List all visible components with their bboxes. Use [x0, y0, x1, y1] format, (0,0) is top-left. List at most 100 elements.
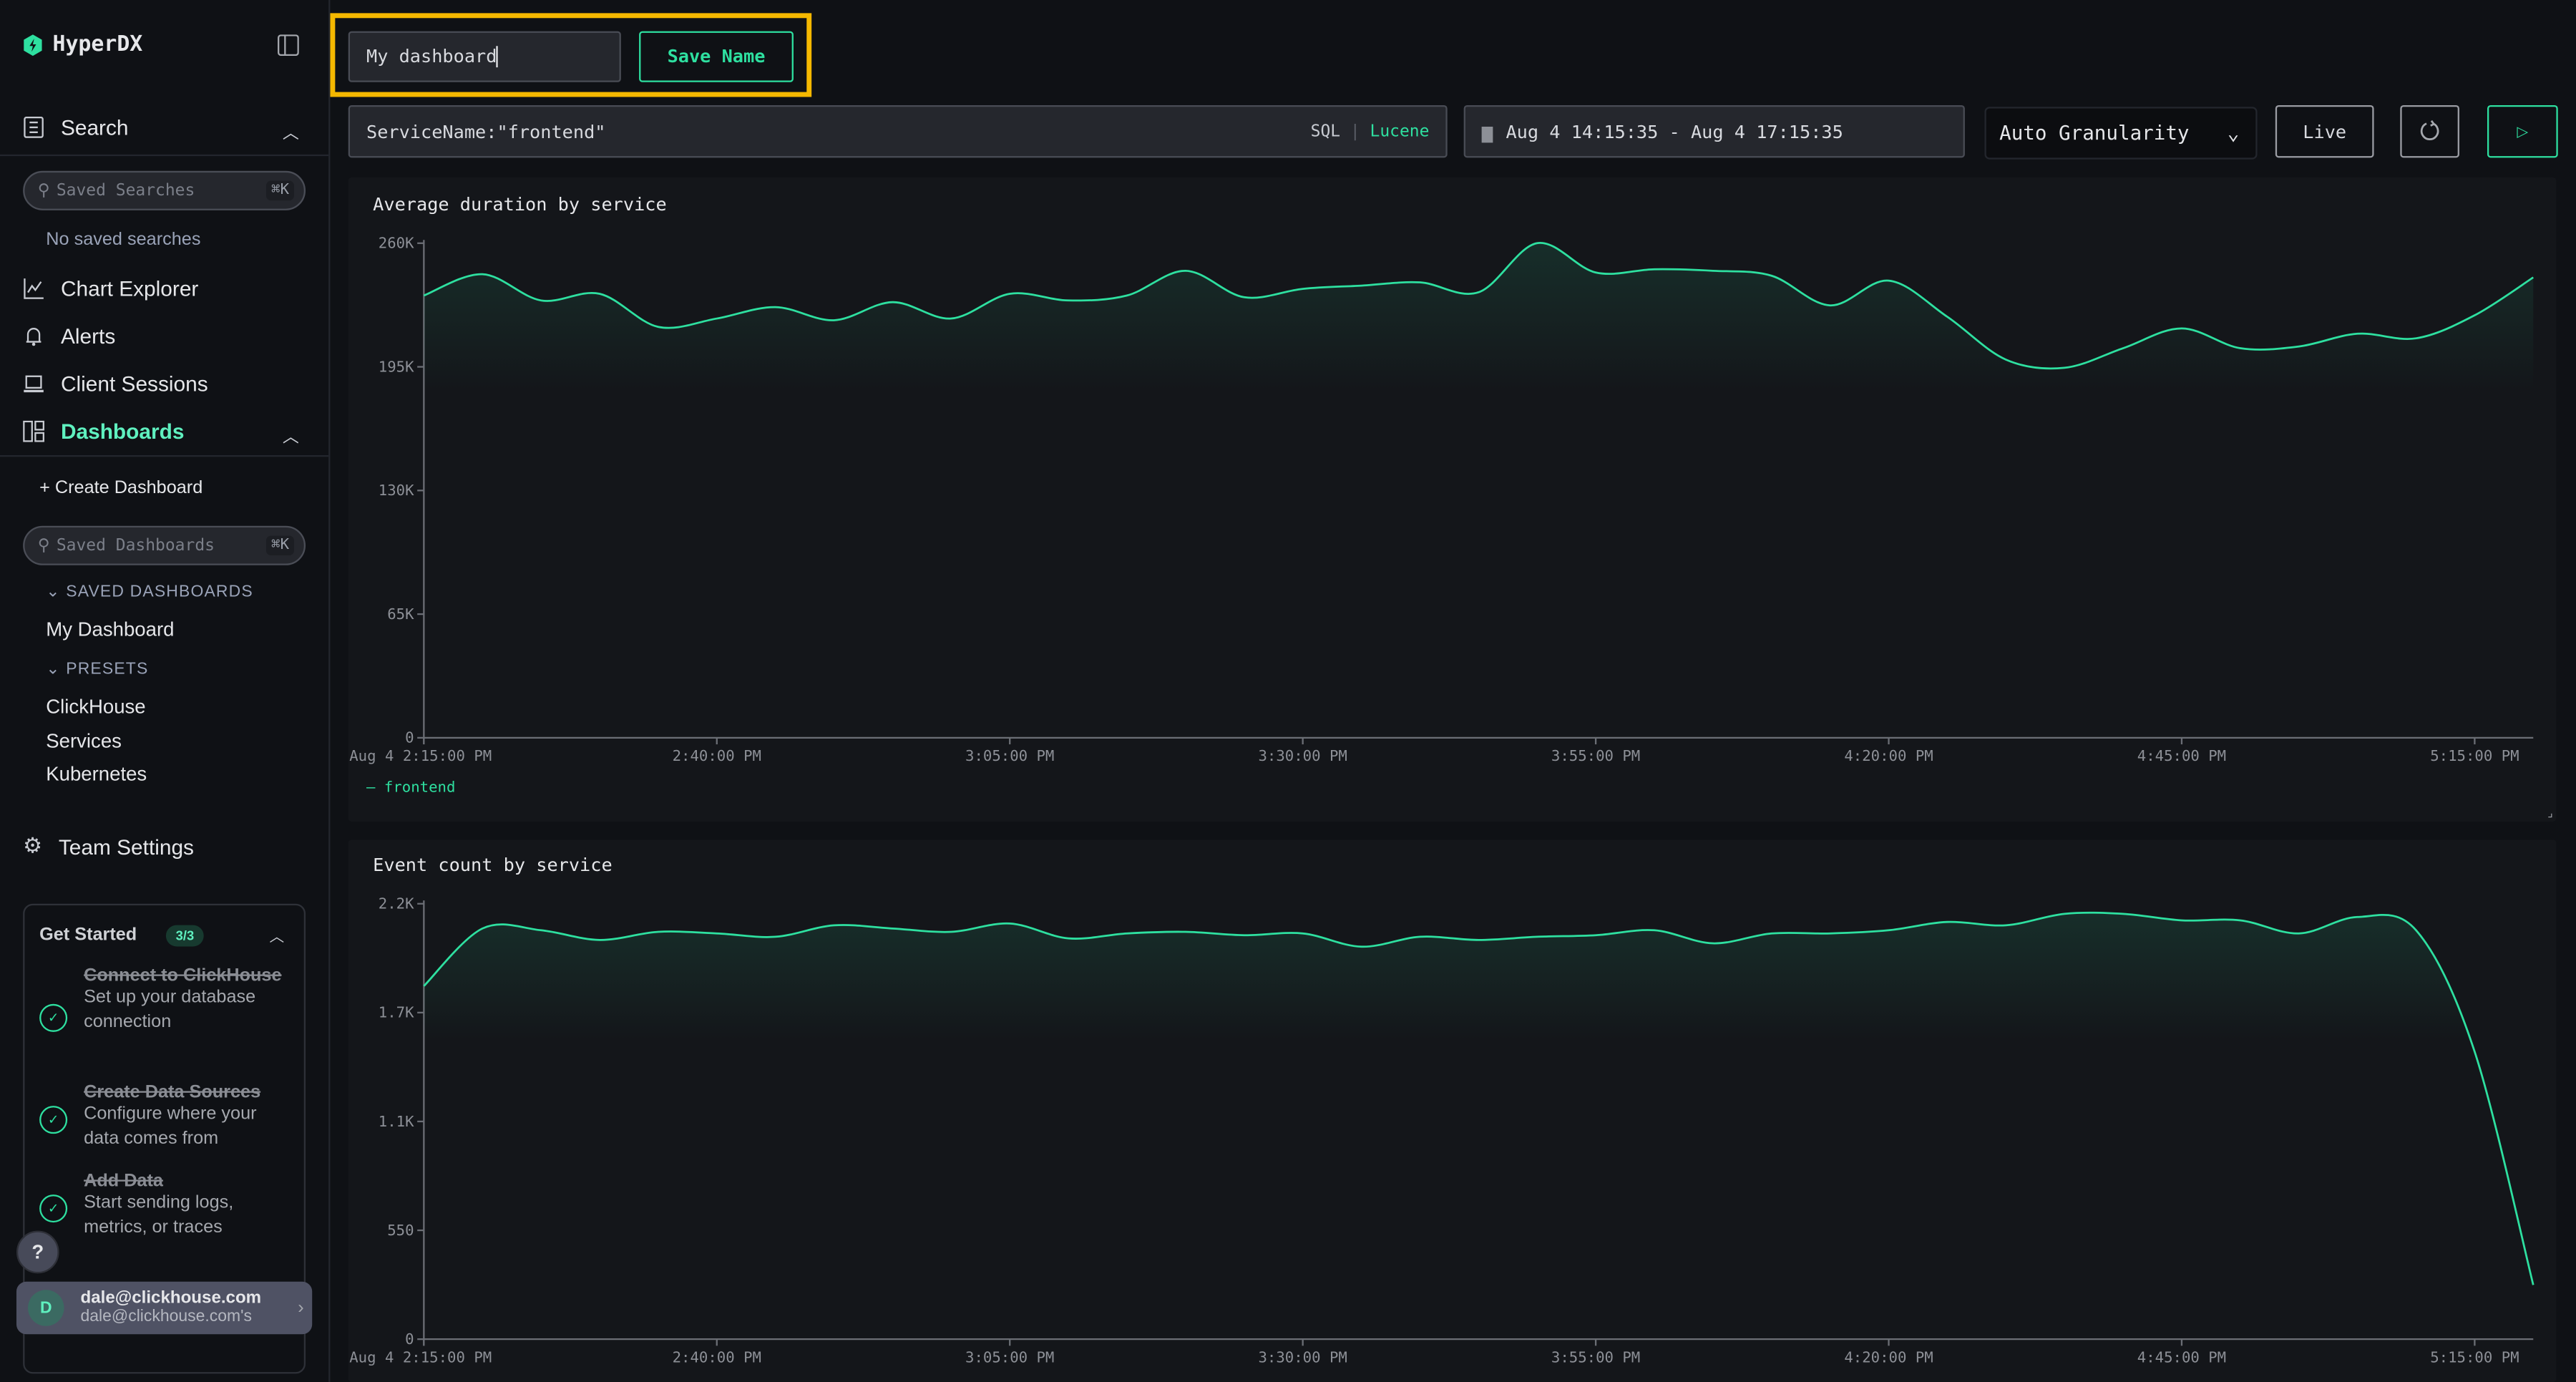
avg-duration-chart[interactable]: 0 65K 130K 195K 260K Aug 4 2:15:00 PM 2:40:00 …	[348, 177, 2557, 822]
text-cursor	[497, 46, 499, 68]
x-tick-label: 3:55:00 PM	[1551, 747, 1640, 764]
check-circle-icon: ✓	[39, 1106, 68, 1134]
progress-badge: 3/3	[165, 925, 204, 947]
sidebar-item-team-settings[interactable]: ⚙ Team Settings	[23, 833, 194, 860]
saved-dashboards-input[interactable]: ⚲ Saved Dashboards ⌘K	[23, 525, 306, 565]
sidebar-item-search[interactable]: Search	[23, 115, 129, 140]
x-tick-label: 3:55:00 PM	[1551, 1348, 1640, 1366]
chart-title: Average duration by service	[373, 193, 667, 215]
search-icon: ⚲	[37, 181, 50, 200]
y-tick-label: 195K	[379, 358, 414, 375]
get-started-title: Get Started	[39, 925, 137, 945]
x-tick-label: 5:15:00 PM	[2430, 1348, 2519, 1366]
live-button[interactable]: Live	[2275, 104, 2374, 158]
y-tick-label: 130K	[379, 482, 414, 499]
x-tick-label: 4:20:00 PM	[1844, 747, 1933, 764]
step-desc: Configure where your data comes from	[84, 1104, 257, 1149]
saved-searches-input[interactable]: ⚲ Saved Searches ⌘K	[23, 170, 306, 210]
gear-icon: ⚙	[23, 833, 42, 858]
refresh-button[interactable]	[2400, 104, 2459, 158]
series-area	[424, 913, 2534, 1340]
sidebar-item-label: Chart Explorer	[60, 276, 199, 301]
event-count-chart[interactable]: 0 550 1.1K 1.7K 2.2K Aug 4 2:15:00 PM 2:40:00 …	[348, 840, 2557, 1382]
sidebar: HyperDX Search ︿ ⚲ Saved Searches ⌘K No …	[0, 0, 331, 1382]
sidebar-item-dashboards[interactable]: Dashboards	[23, 419, 185, 444]
refresh-icon	[2420, 120, 2439, 140]
collapse-sidebar-icon[interactable]	[278, 34, 299, 57]
no-saved-searches: No saved searches	[46, 230, 201, 250]
x-tick-label: 4:45:00 PM	[2137, 747, 2226, 764]
x-tick-label: Aug 4 2:15:00 PM	[349, 747, 492, 764]
create-dashboard-button[interactable]: + Create Dashboard	[39, 478, 203, 498]
bell-icon	[26, 328, 42, 346]
sql-toggle[interactable]: SQL	[1310, 122, 1341, 141]
sidebar-item-alerts[interactable]: Alerts	[23, 323, 116, 349]
step-connect[interactable]: Connect to ClickHouse Set up your databa…	[84, 966, 289, 1035]
x-tick-label: 3:30:00 PM	[1258, 1348, 1347, 1366]
section-header: PRESETS	[66, 660, 149, 679]
help-button[interactable]: ?	[16, 1230, 59, 1274]
resize-handle[interactable]: ⌟	[2547, 808, 2553, 820]
step-desc: Start sending logs, metrics, or traces	[84, 1192, 234, 1237]
hyperdx-logo-icon	[24, 34, 42, 57]
sidebar-item-client-sessions[interactable]: Client Sessions	[23, 371, 208, 396]
save-name-button[interactable]: Save Name	[639, 31, 794, 82]
x-tick-label: 3:05:00 PM	[965, 747, 1054, 764]
preset-kubernetes[interactable]: Kubernetes	[46, 762, 147, 786]
sidebar-item-label: Dashboards	[60, 419, 185, 444]
sidebar-item-chart-explorer[interactable]: Chart Explorer	[23, 276, 198, 301]
section-header: SAVED DASHBOARDS	[66, 583, 253, 602]
preset-clickhouse[interactable]: ClickHouse	[46, 695, 146, 719]
x-tick-label: 2:40:00 PM	[673, 747, 761, 764]
y-tick-label: 65K	[387, 605, 414, 623]
create-dashboard-label: Create Dashboard	[54, 478, 203, 498]
time-range-picker[interactable]: ▆ Aug 4 14:15:35 - Aug 4 17:15:35	[1463, 104, 1965, 158]
run-query-button[interactable]: ▷	[2487, 104, 2558, 158]
step-add-data[interactable]: Add Data Start sending logs, metrics, or…	[84, 1172, 273, 1240]
sidebar-item-label: Team Settings	[58, 834, 194, 859]
x-tick-label: 5:15:00 PM	[2430, 747, 2519, 764]
sidebar-item-label: Search	[60, 115, 129, 140]
dashboard-name-input[interactable]: My dashboard	[348, 31, 621, 82]
play-icon: ▷	[2517, 122, 2529, 140]
divider	[0, 454, 329, 457]
lucene-toggle[interactable]: Lucene	[1370, 122, 1430, 141]
preset-services[interactable]: Services	[46, 729, 122, 753]
sidebar-item-label: Alerts	[60, 323, 116, 349]
app-name: HyperDX	[52, 32, 143, 58]
query-input[interactable]: ServiceName:"frontend" SQL | Lucene	[348, 104, 1448, 158]
y-tick-label: 260K	[379, 235, 414, 252]
check-circle-icon: ✓	[39, 1194, 68, 1223]
chevron-up-icon[interactable]: ︿	[282, 125, 299, 143]
step-data-sources[interactable]: Create Data Sources Configure where your…	[84, 1083, 289, 1152]
name-edit-highlight	[330, 13, 812, 97]
legend-item-frontend[interactable]: — frontend	[366, 781, 455, 797]
granularity-value: Auto Granularity	[1999, 121, 2190, 145]
step-desc: Set up your database connection	[84, 987, 256, 1032]
y-tick-label: 1.1K	[379, 1113, 414, 1130]
dashboard-icon	[23, 420, 44, 442]
laptop-icon	[24, 375, 44, 393]
granularity-select[interactable]: Auto Granularity ⌄	[1984, 107, 2258, 160]
step-title: Connect to ClickHouse	[84, 965, 282, 986]
chevron-up-icon[interactable]: ︿	[269, 928, 285, 945]
y-tick-label: 1.7K	[379, 1004, 414, 1021]
chevron-down-icon: ⌄	[46, 660, 67, 679]
brand[interactable]: HyperDX	[23, 33, 142, 57]
dashboard-link-my-dashboard[interactable]: My Dashboard	[46, 618, 175, 641]
chevron-up-icon[interactable]: ︿	[282, 429, 299, 447]
user-menu[interactable]: D dale@clickhouse.com dale@clickhouse.co…	[16, 1281, 313, 1335]
calendar-icon: ▆	[1481, 120, 1493, 142]
saved-searches-placeholder: Saved Searches	[56, 181, 195, 200]
series-area	[424, 243, 2534, 738]
chart-line-icon	[24, 278, 44, 299]
legend-swatch: —	[366, 780, 384, 797]
get-started-panel: Get Started 3/3 ︿ ✓ Connect to ClickHous…	[23, 903, 306, 1374]
chevron-down-icon: ⌄	[46, 583, 67, 602]
saved-dashboards-placeholder: Saved Dashboards	[56, 536, 215, 555]
divider	[0, 154, 329, 157]
saved-dashboards-section[interactable]: ⌄ SAVED DASHBOARDS	[46, 583, 253, 601]
chevron-right-icon: ›	[298, 1298, 304, 1318]
presets-section[interactable]: ⌄ PRESETS	[46, 661, 148, 678]
y-tick-label: 0	[405, 729, 414, 746]
